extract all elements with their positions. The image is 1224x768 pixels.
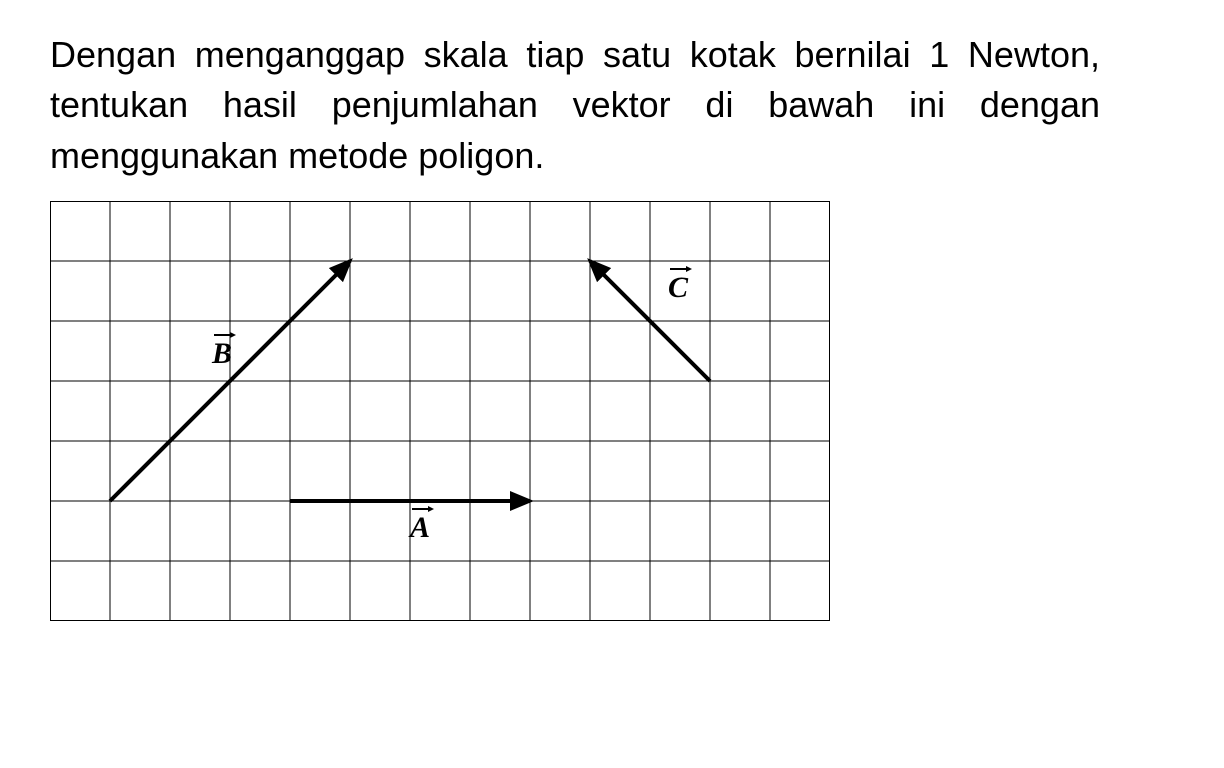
vector-label-b: B — [211, 332, 236, 370]
vector-diagram: A B C — [50, 201, 830, 621]
vector-label-c: C — [668, 266, 692, 304]
svg-text:A: A — [408, 511, 430, 544]
problem-text: Dengan menganggap skala tiap satu kotak … — [50, 30, 1100, 181]
svg-text:B: B — [211, 337, 232, 370]
svg-text:C: C — [668, 271, 689, 304]
vector-label-a: A — [408, 506, 434, 544]
grid-svg: A B C — [50, 201, 830, 621]
